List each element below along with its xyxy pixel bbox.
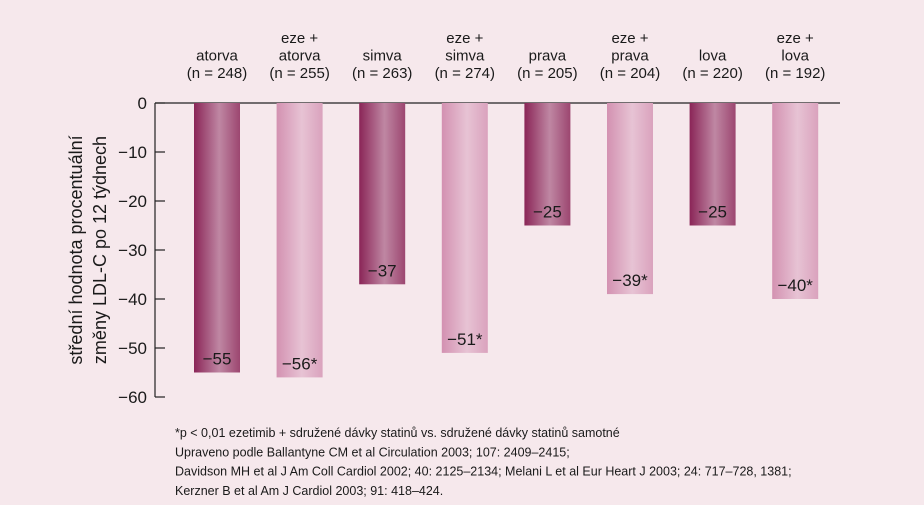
category-label: atorva — [279, 48, 321, 65]
data-label: −56* — [282, 354, 318, 373]
category-label: lova — [699, 48, 727, 65]
category-label: (n = 255) — [269, 65, 329, 82]
category-label: atorva — [196, 48, 238, 65]
footnote: *p < 0,01 ezetimib + sdružené dávky stat… — [175, 426, 620, 440]
data-label: −39* — [612, 271, 648, 290]
y-axis-label: střední hodnota procentuální — [66, 135, 86, 364]
bar — [194, 103, 240, 373]
bar — [441, 103, 488, 353]
category-label: eze + — [611, 30, 648, 47]
y-tick-label: −30 — [118, 241, 147, 260]
y-tick-label: −60 — [118, 388, 147, 407]
footnote: Upraveno podle Ballantyne CM et al Circu… — [175, 445, 570, 459]
category-label: prava — [529, 48, 567, 65]
bar — [607, 103, 653, 295]
y-tick-label: −50 — [118, 339, 147, 358]
data-label: −55 — [203, 350, 232, 369]
footnote: Kerzner B et al Am J Cardiol 2003; 91: 4… — [175, 484, 443, 498]
bar — [772, 103, 819, 299]
data-label: −25 — [698, 203, 727, 222]
y-tick-label: −10 — [118, 143, 147, 162]
category-label: (n = 192) — [765, 65, 825, 82]
y-tick-label: 0 — [138, 94, 147, 113]
bar — [524, 103, 571, 226]
category-label: eze + — [281, 30, 318, 47]
y-axis-label: změny LDL-C po 12 týdnech — [90, 136, 110, 364]
data-label: −37 — [368, 261, 397, 280]
data-label: −51* — [447, 330, 483, 349]
category-label: simva — [445, 48, 485, 65]
data-label: −25 — [533, 203, 562, 222]
footnote: Davidson MH et al J Am Coll Cardiol 2002… — [175, 465, 792, 479]
y-tick-label: −20 — [118, 192, 147, 211]
category-label: lova — [781, 48, 809, 65]
category-label: (n = 204) — [600, 65, 660, 82]
category-label: (n = 205) — [517, 65, 577, 82]
bar — [276, 103, 323, 378]
y-tick-label: −40 — [118, 290, 147, 309]
category-label: (n = 274) — [435, 65, 495, 82]
data-label: −40* — [777, 276, 813, 295]
category-label: simva — [363, 48, 403, 65]
category-label: (n = 248) — [187, 65, 247, 82]
category-label: (n = 263) — [352, 65, 412, 82]
bar — [689, 103, 736, 226]
category-label: eze + — [446, 30, 483, 47]
bar — [359, 103, 406, 285]
category-label: (n = 220) — [682, 65, 742, 82]
category-label: prava — [611, 48, 649, 65]
category-label: eze + — [777, 30, 814, 47]
